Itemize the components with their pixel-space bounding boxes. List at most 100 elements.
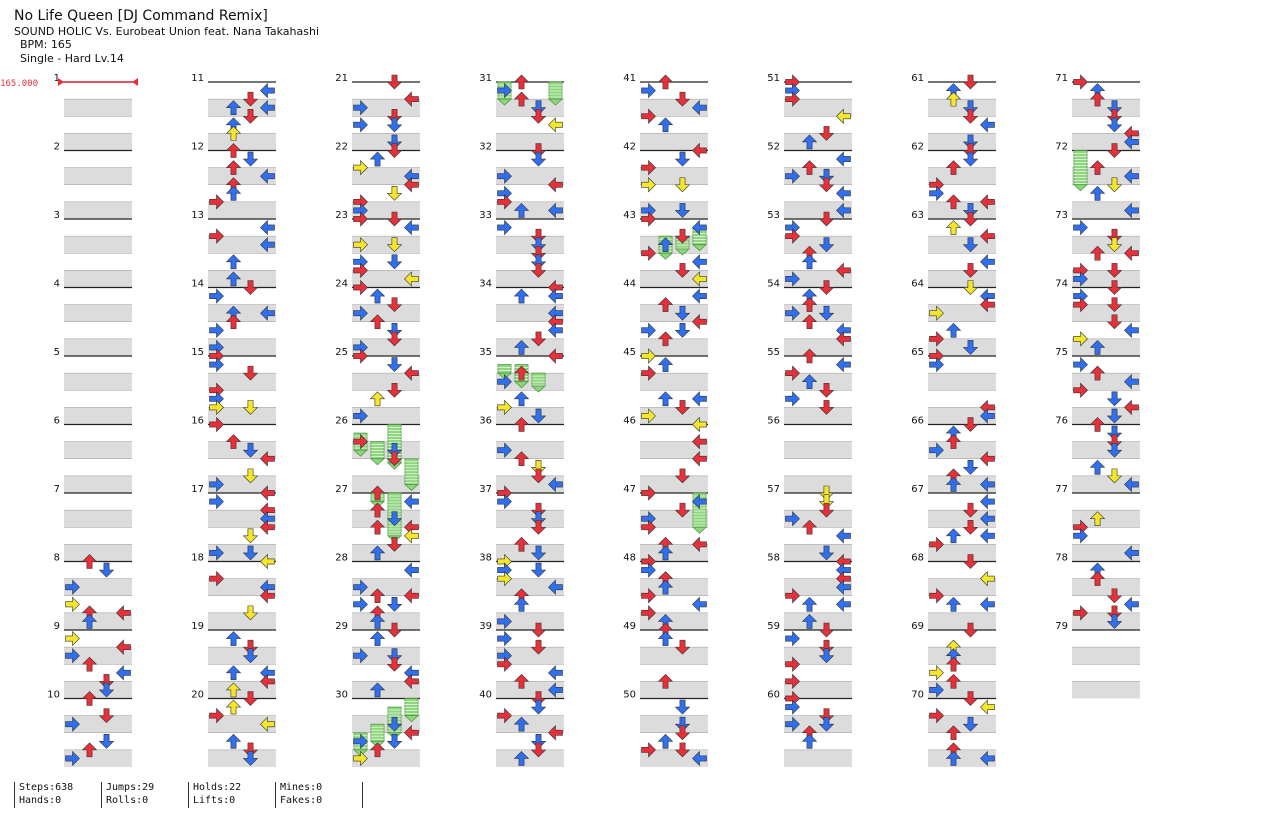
up-arrow-icon xyxy=(386,382,403,398)
left-arrow-icon xyxy=(785,673,800,690)
right-arrow-icon xyxy=(1124,134,1139,150)
up-arrow-icon xyxy=(386,297,403,313)
measure-number: 12 xyxy=(191,142,204,153)
measure-number: 20 xyxy=(191,690,204,701)
measure-stripe xyxy=(928,236,996,254)
measure-number: 35 xyxy=(479,347,492,358)
measure-stripe xyxy=(784,304,852,322)
measure-stripe xyxy=(352,236,420,254)
up-arrow-icon xyxy=(818,716,835,732)
up-arrow-icon xyxy=(1106,605,1123,621)
right-arrow-icon xyxy=(1124,245,1139,261)
down-arrow-icon xyxy=(513,536,530,552)
stats-end-divider xyxy=(362,782,363,808)
measure-number: 10 xyxy=(47,690,60,701)
hold-note xyxy=(1072,150,1089,192)
measure-stripe xyxy=(64,612,132,630)
stat-fakes: Fakes:0 xyxy=(280,794,323,806)
up-arrow-icon xyxy=(818,168,835,184)
up-arrow-icon xyxy=(98,674,115,689)
measure-stripe xyxy=(1072,510,1140,528)
left-arrow-icon xyxy=(785,716,800,732)
up-arrow-icon xyxy=(818,494,835,509)
left-arrow-icon xyxy=(929,442,944,458)
right-arrow-icon xyxy=(404,725,419,741)
left-arrow-icon xyxy=(353,117,368,133)
up-arrow-icon xyxy=(1106,117,1123,133)
up-arrow-icon xyxy=(530,622,547,638)
up-arrow-icon xyxy=(530,100,547,116)
down-arrow-icon xyxy=(801,314,818,330)
left-arrow-icon xyxy=(353,348,368,364)
measure-stripe xyxy=(784,270,852,288)
measure-number: 38 xyxy=(479,553,492,564)
left-arrow-icon xyxy=(641,519,656,535)
down-arrow-icon xyxy=(81,614,98,629)
left-arrow-icon xyxy=(641,348,656,364)
right-arrow-icon xyxy=(404,177,419,193)
hold-note xyxy=(403,458,420,491)
measure-stripe xyxy=(352,407,420,425)
measure-stripe xyxy=(352,475,420,493)
up-arrow-icon xyxy=(530,511,547,527)
measure-stripe xyxy=(784,407,852,425)
measure-stripe xyxy=(208,236,276,254)
up-arrow-icon xyxy=(242,442,259,458)
measure-stripe xyxy=(208,715,276,733)
bpm-marker-right xyxy=(132,78,138,86)
measure-stripe xyxy=(640,201,708,219)
measure-stripe xyxy=(64,715,132,733)
up-arrow-icon xyxy=(962,134,979,150)
measure-stripe xyxy=(208,475,276,493)
measure-stripe xyxy=(640,236,708,254)
right-arrow-icon xyxy=(980,296,995,313)
up-arrow-icon xyxy=(1106,108,1123,124)
up-arrow-icon xyxy=(530,562,547,578)
measure-number: 26 xyxy=(335,416,348,427)
left-arrow-icon xyxy=(785,168,800,184)
left-arrow-icon xyxy=(497,707,512,724)
up-arrow-icon xyxy=(1106,314,1123,330)
measure-stripe xyxy=(1072,167,1140,185)
bpm-info: BPM: 165 xyxy=(20,38,72,52)
measure-stripe xyxy=(352,201,420,219)
down-arrow-icon xyxy=(369,742,386,758)
up-arrow-icon xyxy=(818,237,835,253)
measure-number: 18 xyxy=(191,553,204,564)
stats-bar: Steps:638 Hands:0 Jumps:29 Rolls:0 Holds… xyxy=(14,782,363,808)
measure-stripe xyxy=(64,475,132,493)
measure-number: 1 xyxy=(54,73,60,84)
down-arrow-icon xyxy=(945,596,962,612)
up-arrow-icon xyxy=(386,143,403,158)
left-arrow-icon xyxy=(641,177,656,193)
measure-number: 23 xyxy=(335,210,348,221)
measure-stripe xyxy=(208,749,276,767)
down-arrow-icon xyxy=(801,374,818,389)
up-arrow-icon xyxy=(962,263,979,278)
left-arrow-icon xyxy=(785,656,800,672)
measure-number: 27 xyxy=(335,484,348,495)
measure-stripe xyxy=(352,612,420,630)
up-arrow-icon xyxy=(962,519,979,535)
measure-stripe xyxy=(1072,373,1140,391)
right-arrow-icon xyxy=(548,476,563,493)
down-arrow-icon xyxy=(81,742,98,758)
measure-stripe xyxy=(352,749,420,767)
measure-stripe xyxy=(928,167,996,185)
down-arrow-icon xyxy=(1089,511,1106,526)
up-arrow-icon xyxy=(818,211,835,227)
left-arrow-icon xyxy=(65,647,80,664)
measure-number: 54 xyxy=(767,279,780,290)
measure-stripe xyxy=(1072,681,1140,699)
down-arrow-icon xyxy=(945,160,962,175)
measure-stripe xyxy=(64,441,132,459)
up-arrow-icon xyxy=(242,151,259,167)
measure-stripe xyxy=(784,475,852,493)
down-arrow-icon xyxy=(225,631,242,646)
stat-lifts: Lifts:0 xyxy=(193,794,236,806)
measure-stripe xyxy=(928,407,996,425)
left-arrow-icon xyxy=(929,707,944,724)
up-arrow-icon xyxy=(530,545,547,561)
up-arrow-icon xyxy=(1106,408,1123,424)
down-arrow-icon xyxy=(81,554,98,569)
